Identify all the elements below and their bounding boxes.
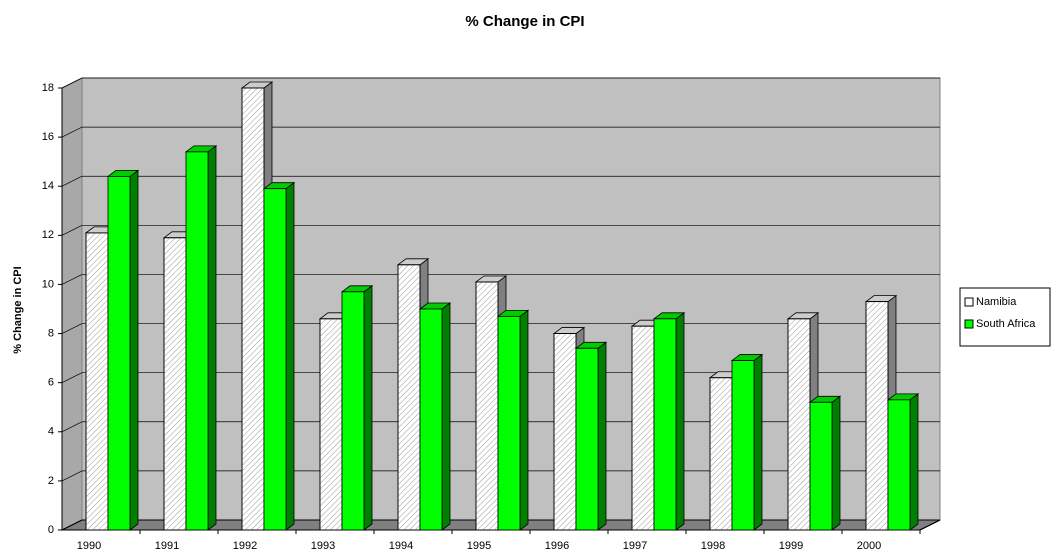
bar-side xyxy=(597,341,607,531)
bar-side xyxy=(753,353,763,531)
bar-side xyxy=(285,181,295,531)
bar-hatch xyxy=(553,333,577,531)
bar-side xyxy=(129,169,139,531)
bar-side xyxy=(909,393,919,531)
grid-line-side xyxy=(61,372,83,383)
bar xyxy=(731,360,755,531)
grid-line-side xyxy=(61,126,83,138)
bar-side xyxy=(675,312,685,531)
legend-label: South Africa xyxy=(976,318,1036,330)
floor-edge xyxy=(919,519,941,531)
bar-hatch xyxy=(787,318,811,531)
legend-swatch xyxy=(964,319,974,329)
grid-line-side xyxy=(61,519,83,531)
bar-side xyxy=(519,309,529,531)
bar-side xyxy=(363,285,373,531)
y-tick-label: 14 xyxy=(42,180,54,192)
x-tick-label: 1998 xyxy=(701,540,725,552)
y-tick-label: 4 xyxy=(48,426,54,438)
bar-hatch xyxy=(865,301,889,531)
bar-side xyxy=(207,145,217,531)
bar xyxy=(263,188,287,531)
legend-label: Namibia xyxy=(976,296,1017,308)
grid-line-side xyxy=(61,175,83,187)
y-tick-label: 6 xyxy=(48,377,54,389)
bar-side xyxy=(441,302,451,531)
y-tick-label: 18 xyxy=(42,82,54,94)
y-tick-label: 10 xyxy=(42,278,54,290)
x-tick-label: 1997 xyxy=(623,540,647,552)
x-tick-label: 1993 xyxy=(311,540,335,552)
y-axis-title: % Change in CPI xyxy=(12,266,24,353)
y-tick-label: 16 xyxy=(42,131,54,143)
grid-line-side xyxy=(61,323,83,334)
x-tick-label: 1996 xyxy=(545,540,569,552)
bar xyxy=(185,151,209,531)
bar xyxy=(107,175,131,531)
x-tick-label: 2000 xyxy=(857,540,881,552)
x-tick-label: 1992 xyxy=(233,540,257,552)
legend-box xyxy=(959,287,1051,347)
chart-title: % Change in CPI xyxy=(465,13,584,30)
grid-line-side xyxy=(61,274,83,285)
bar xyxy=(809,401,833,531)
grid-line-side xyxy=(61,225,83,236)
y-tick-label: 8 xyxy=(48,327,54,339)
bar xyxy=(419,308,443,531)
bar xyxy=(341,291,365,531)
side-wall xyxy=(61,77,83,531)
grid-line-side xyxy=(61,470,83,482)
bar-hatch xyxy=(241,87,265,531)
x-tick-label: 1994 xyxy=(389,540,413,552)
bar-hatch xyxy=(85,232,109,531)
bar-hatch xyxy=(319,318,343,531)
bar xyxy=(575,347,599,531)
x-tick-label: 1995 xyxy=(467,540,491,552)
bar xyxy=(887,399,911,531)
x-tick-label: 1999 xyxy=(779,540,803,552)
grid-line-side xyxy=(61,421,83,433)
x-tick-label: 1990 xyxy=(77,540,101,552)
grid-line-side xyxy=(61,77,83,89)
y-tick-label: 0 xyxy=(48,524,54,536)
legend-swatch xyxy=(964,297,974,307)
bar-hatch xyxy=(163,237,187,531)
bar-hatch xyxy=(397,264,421,531)
bar xyxy=(497,315,521,531)
bar-hatch xyxy=(709,377,733,531)
bar-side xyxy=(831,395,841,531)
bar-hatch xyxy=(631,325,655,531)
y-tick-label: 2 xyxy=(48,475,54,487)
bar-hatch xyxy=(475,281,499,531)
y-tick-label: 12 xyxy=(42,229,54,241)
x-tick-label: 1991 xyxy=(155,540,179,552)
bar xyxy=(653,318,677,531)
